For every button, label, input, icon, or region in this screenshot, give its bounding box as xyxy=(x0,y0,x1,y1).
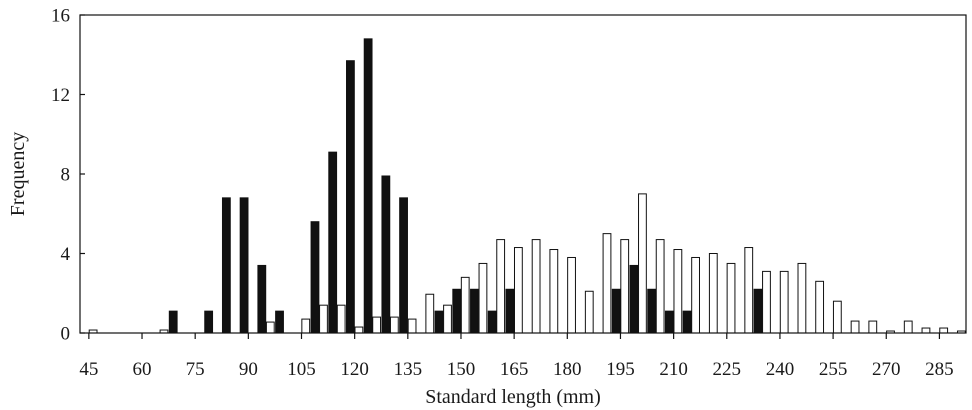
open-bar-195 xyxy=(620,239,630,334)
open-bar-180 xyxy=(567,256,576,334)
open-bar-265 xyxy=(868,320,878,334)
x-tick-label-165: 165 xyxy=(500,359,529,380)
solid-bar-115 xyxy=(328,151,338,334)
solid-bar-110 xyxy=(310,221,320,334)
open-bar-155 xyxy=(478,262,488,334)
solid-bar-165 xyxy=(505,288,515,334)
solid-bar-155 xyxy=(470,288,479,334)
open-bar-260 xyxy=(850,320,860,334)
solid-bar-85 xyxy=(221,197,231,334)
x-tick-label-225: 225 xyxy=(713,359,742,380)
solid-bar-95 xyxy=(257,264,267,334)
x-tick-label-75: 75 xyxy=(186,359,205,380)
solid-bar-235 xyxy=(753,288,763,334)
open-bar-225 xyxy=(726,262,736,334)
open-bar-200 xyxy=(638,193,647,334)
open-bar-210 xyxy=(673,249,683,334)
solid-bar-120 xyxy=(346,60,355,334)
solid-bar-130 xyxy=(381,175,391,334)
open-bar-160 xyxy=(496,239,506,334)
y-tick-label-8: 8 xyxy=(61,165,71,186)
y-axis: 0 4 8 12 16 xyxy=(51,6,85,345)
open-bar-190 xyxy=(602,233,612,334)
solid-bar-90 xyxy=(239,197,249,334)
open-bar-240 xyxy=(779,270,789,334)
open-bar-275 xyxy=(903,320,913,334)
solid-bars-series xyxy=(168,38,763,334)
solid-bar-215 xyxy=(682,310,692,334)
x-tick-label-45: 45 xyxy=(79,359,98,380)
y-tick-label-4: 4 xyxy=(61,244,71,265)
open-bar-250 xyxy=(815,280,825,334)
x-tick-label-195: 195 xyxy=(606,359,635,380)
solid-bar-145 xyxy=(434,310,444,334)
open-bar-215 xyxy=(691,256,700,334)
x-tick-label-135: 135 xyxy=(394,359,423,380)
open-bar-220 xyxy=(708,253,718,334)
open-bar-185 xyxy=(584,290,594,334)
y-tick-label-0: 0 xyxy=(61,324,71,345)
x-tick-label-285: 285 xyxy=(925,359,954,380)
open-bar-235 xyxy=(762,270,771,334)
open-bar-255 xyxy=(832,300,842,334)
solid-bar-205 xyxy=(647,288,657,334)
x-axis-title: Standard length (mm) xyxy=(425,386,601,408)
open-bar-170 xyxy=(531,239,541,334)
x-tick-label-120: 120 xyxy=(340,359,369,380)
solid-bar-160 xyxy=(487,310,497,334)
solid-bar-200 xyxy=(629,264,639,334)
plot-frame xyxy=(79,14,967,334)
x-tick-label-180: 180 xyxy=(553,359,582,380)
x-tick-label-255: 255 xyxy=(819,359,848,380)
open-bar-115 xyxy=(336,304,346,334)
open-bar-120 xyxy=(354,326,364,334)
open-bar-110 xyxy=(319,304,328,334)
x-tick-label-60: 60 xyxy=(133,359,152,380)
solid-bar-70 xyxy=(168,310,178,334)
open-bar-125 xyxy=(372,316,382,334)
open-bar-280 xyxy=(921,327,931,334)
x-tick-label-150: 150 xyxy=(447,359,476,380)
open-bar-135 xyxy=(407,318,417,334)
open-bar-140 xyxy=(425,293,435,334)
solid-bar-135 xyxy=(399,197,408,334)
solid-bar-100 xyxy=(275,310,284,334)
y-tick-label-16: 16 xyxy=(51,6,70,27)
x-axis: 45 60 75 90 105 120 135 150 165 180 195 210 225 240 25… xyxy=(79,333,954,380)
open-bar-165 xyxy=(513,247,523,334)
open-bar-285 xyxy=(939,327,949,334)
x-tick-label-270: 270 xyxy=(872,359,901,380)
open-bar-230 xyxy=(744,247,754,334)
solid-bar-80 xyxy=(204,310,214,334)
solid-bar-150 xyxy=(452,288,462,334)
open-bar-245 xyxy=(797,262,807,334)
x-tick-label-240: 240 xyxy=(766,359,795,380)
solid-bar-125 xyxy=(363,38,373,334)
open-bar-150 xyxy=(460,276,470,334)
open-bar-175 xyxy=(549,249,559,334)
open-bar-205 xyxy=(655,239,665,334)
open-bar-145 xyxy=(443,304,452,334)
x-tick-label-210: 210 xyxy=(659,359,688,380)
solid-bar-210 xyxy=(664,310,674,334)
solid-bar-195 xyxy=(611,288,621,334)
open-bar-130 xyxy=(389,316,399,334)
y-tick-label-12: 12 xyxy=(51,85,70,106)
open-bar-95 xyxy=(265,321,275,334)
y-axis-title: Frequency xyxy=(7,132,29,216)
open-bar-105 xyxy=(301,318,311,334)
x-tick-label-105: 105 xyxy=(287,359,316,380)
open-bars-series xyxy=(88,193,966,334)
x-tick-label-90: 90 xyxy=(239,359,258,380)
